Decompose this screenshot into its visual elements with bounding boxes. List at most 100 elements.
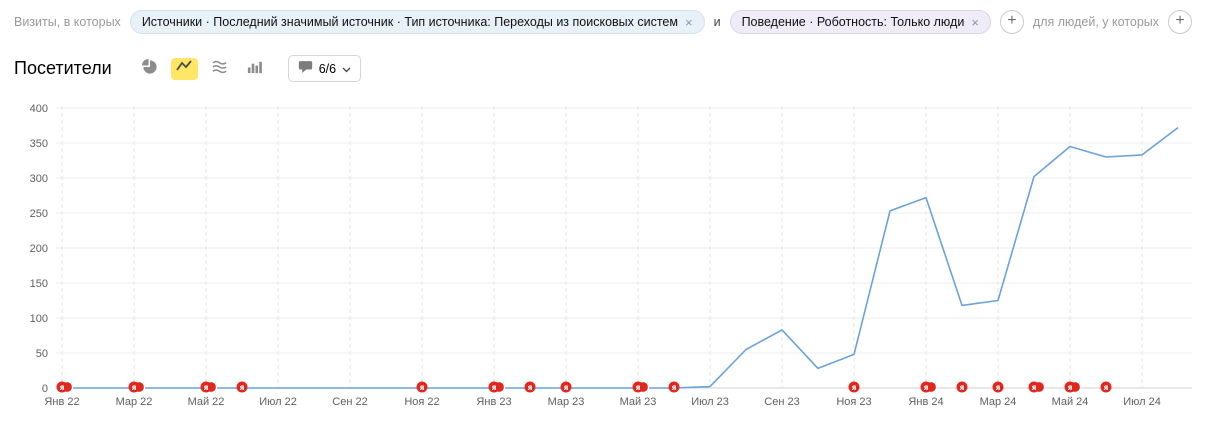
filter-prefix-label: Визиты, в которых xyxy=(14,15,121,29)
note-marker-circle xyxy=(1028,381,1040,393)
note-marker-glyph: я xyxy=(492,383,497,392)
note-marker[interactable]: я xyxy=(128,380,146,394)
note-marker-glyph: я xyxy=(924,383,929,392)
y-axis-tick-label: 100 xyxy=(30,313,48,325)
y-axis-tick-label: 150 xyxy=(30,278,48,290)
note-marker-circle xyxy=(416,381,428,393)
y-axis-tick-label: 400 xyxy=(30,103,48,115)
chart-type-area-button[interactable] xyxy=(206,58,233,80)
note-marker-glyph: я xyxy=(996,383,1001,392)
note-marker[interactable]: я xyxy=(488,380,506,394)
x-axis-tick-label: Июл 23 xyxy=(691,396,729,408)
note-marker-glyph: я xyxy=(1104,383,1109,392)
note-marker[interactable]: я xyxy=(1100,381,1112,393)
note-marker[interactable]: я xyxy=(632,380,650,394)
x-axis-tick-label: Янв 23 xyxy=(476,396,511,408)
x-axis-tick-label: Ноя 22 xyxy=(404,396,439,408)
note-marker[interactable]: я xyxy=(524,381,536,393)
note-marker-circle xyxy=(128,381,140,393)
note-marker-circle xyxy=(488,381,500,393)
segment-filter-bar: Визиты, в которых Источники · Последний … xyxy=(14,10,1204,34)
y-axis-tick-label: 0 xyxy=(42,383,48,395)
note-marker-glyph: я xyxy=(672,383,677,392)
note-marker-circle xyxy=(1064,381,1076,393)
note-marker-circle xyxy=(1100,381,1112,393)
x-axis-tick-label: Мар 22 xyxy=(116,396,153,408)
x-axis-tick-label: Ноя 23 xyxy=(836,396,871,408)
visitors-line-series[interactable] xyxy=(62,126,1179,389)
stacked-area-icon xyxy=(211,58,228,80)
x-axis-tick-label: Янв 22 xyxy=(44,396,79,408)
close-icon[interactable]: × xyxy=(684,14,693,30)
note-marker-glyph: я xyxy=(960,383,965,392)
note-marker-circle xyxy=(560,381,572,393)
note-marker-circle xyxy=(668,381,680,393)
y-axis-tick-label: 50 xyxy=(36,348,48,360)
y-axis-tick-label: 200 xyxy=(30,243,48,255)
chart-type-columns-button[interactable] xyxy=(241,58,268,80)
note-marker-glyph: я xyxy=(60,383,65,392)
note-marker[interactable]: я xyxy=(416,381,428,393)
note-marker-circle xyxy=(920,381,932,393)
line-chart-icon xyxy=(175,58,193,79)
note-marker-glyph: я xyxy=(528,383,533,392)
add-user-condition-button[interactable]: + xyxy=(1168,10,1193,34)
note-marker[interactable]: я xyxy=(920,380,938,394)
note-marker-circle xyxy=(524,381,536,393)
x-axis-tick-label: Сен 22 xyxy=(332,396,367,408)
note-marker-glyph: я xyxy=(1068,383,1073,392)
note-marker[interactable]: я xyxy=(992,381,1004,393)
note-marker[interactable]: я xyxy=(1064,380,1082,394)
x-axis-tick-label: Май 22 xyxy=(188,396,225,408)
visitors-chart-area: 0 50 100 150 200 250 300 350 400 Янв 22 Мар 22 Май … xyxy=(0,98,1205,421)
x-axis-tick-label: Май 23 xyxy=(620,396,657,408)
comment-bubble-icon xyxy=(298,60,313,77)
x-axis-tick-label: Янв 24 xyxy=(908,396,943,408)
x-axis-tick-label: Июл 24 xyxy=(1123,396,1161,408)
note-marker-circle xyxy=(632,381,644,393)
notes-counter: 6/6 xyxy=(318,61,337,76)
chart-type-line-button[interactable] xyxy=(170,57,198,80)
y-axis-tick-label: 250 xyxy=(30,208,48,220)
note-marker[interactable]: я xyxy=(236,381,248,393)
note-marker-glyph: я xyxy=(636,383,641,392)
add-visit-condition-button[interactable]: + xyxy=(999,10,1024,34)
note-marker-glyph: я xyxy=(564,383,569,392)
x-axis-tick-label: Мар 24 xyxy=(980,396,1017,408)
x-axis-tick-label: Сен 23 xyxy=(764,396,799,408)
note-marker-circle xyxy=(956,381,968,393)
note-marker-circle xyxy=(848,381,860,393)
metric-header-row: Посетители xyxy=(14,55,362,82)
note-marker-glyph: я xyxy=(1032,383,1037,392)
note-marker[interactable]: я xyxy=(848,381,860,393)
note-marker[interactable]: я xyxy=(956,381,968,393)
note-marker[interactable]: я xyxy=(668,381,680,393)
note-marker-circle xyxy=(992,381,1004,393)
bar-chart-icon xyxy=(246,58,263,80)
note-marker-circle xyxy=(200,381,212,393)
close-icon[interactable]: × xyxy=(971,14,979,30)
page-title: Посетители xyxy=(14,58,112,78)
chevron-down-icon xyxy=(342,62,351,76)
note-marker-glyph: я xyxy=(132,383,137,392)
note-marker-glyph: я xyxy=(852,383,857,392)
x-axis-tick-label: Май 24 xyxy=(1052,396,1089,408)
x-axis-tick-label: Июл 22 xyxy=(259,396,297,408)
pie-chart-icon xyxy=(141,58,158,80)
chart-type-pie-button[interactable] xyxy=(136,58,163,80)
filter-chip-behavior[interactable]: Поведение · Роботность: Только люди × xyxy=(729,10,991,34)
note-marker-circle xyxy=(56,381,68,393)
note-marker[interactable]: я xyxy=(560,381,572,393)
note-marker-glyph: я xyxy=(420,383,425,392)
note-marker[interactable]: я xyxy=(1028,380,1046,394)
note-marker-glyph: я xyxy=(240,383,245,392)
notes-visibility-dropdown[interactable]: 6/6 xyxy=(287,55,362,82)
note-marker-circle xyxy=(236,381,248,393)
note-marker[interactable]: я xyxy=(200,380,218,394)
filter-chip-source[interactable]: Источники · Последний значимый источник … xyxy=(129,10,705,34)
note-marker[interactable]: я xyxy=(56,380,74,394)
filter-suffix-label: для людей, у которых xyxy=(1032,15,1160,29)
visitors-chart[interactable]: 0 50 100 150 200 250 300 350 400 Янв 22 Мар 22 Май … xyxy=(0,98,1205,416)
y-axis-tick-label: 350 xyxy=(30,138,48,150)
y-axis-tick-label: 300 xyxy=(30,173,48,185)
